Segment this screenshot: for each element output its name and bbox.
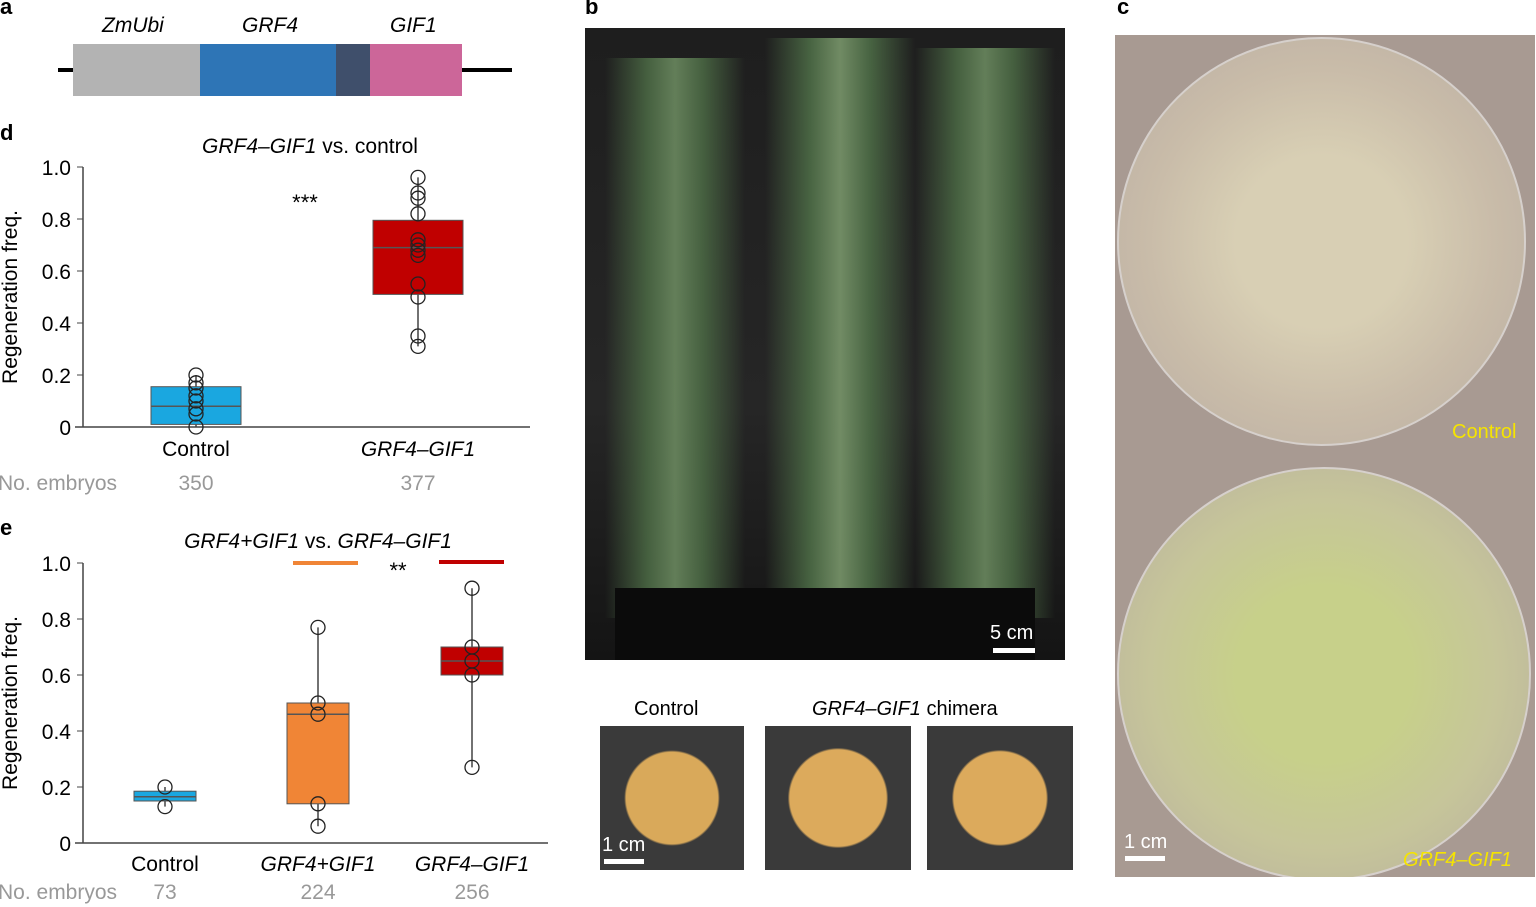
- data-point: [188, 419, 204, 435]
- data-point: [157, 779, 173, 795]
- scale-bar: [993, 648, 1035, 653]
- chart-title: GRF4–GIF1 vs. control: [202, 135, 418, 158]
- seed-scale-label: 1 cm: [602, 834, 646, 856]
- chimera-gene: GRF4–GIF1: [812, 698, 921, 720]
- y-axis-label: Regeneration freq.: [0, 210, 22, 384]
- y-tick-label: 0.6: [42, 261, 71, 284]
- grf4-gif1-plate-label: GRF4–GIF1: [1403, 849, 1512, 871]
- data-point: [188, 380, 204, 396]
- callus-plates-photo: Control GRF4–GIF1 1 cm: [1115, 35, 1535, 877]
- data-point: [188, 367, 204, 383]
- y-tick-label: 0.8: [42, 609, 71, 632]
- y-tick-label: 0.2: [42, 365, 71, 388]
- data-point: [410, 206, 426, 222]
- box-plots: GRF4–GIF1 vs. control 0 0.2 0.4 0.6 0.8 1.0 Reg…: [0, 135, 548, 904]
- significance-label: **: [389, 558, 407, 583]
- data-point: [410, 232, 426, 248]
- category-label: Control: [162, 438, 230, 461]
- panel-label-d: d: [0, 120, 14, 145]
- control-plate-label: Control: [1452, 421, 1517, 443]
- embryo-count: 350: [178, 472, 213, 495]
- embryo-count: 256: [454, 881, 489, 904]
- panel-label-a: a: [0, 0, 13, 19]
- data-point: [310, 619, 326, 636]
- y-tick-label: 0: [59, 833, 71, 856]
- y-tick-label: 1.0: [42, 553, 71, 576]
- embryo-count: 73: [153, 881, 176, 904]
- y-tick-label: 0.4: [42, 313, 72, 336]
- y-tick-label: 0.2: [42, 777, 71, 800]
- chimera-suffix: chimera: [920, 698, 998, 720]
- data-point: [188, 393, 204, 409]
- significance-label: ***: [292, 190, 318, 215]
- data-point: [310, 706, 326, 722]
- data-point: [464, 759, 480, 776]
- y-tick-label: 0.8: [42, 209, 71, 232]
- grf4-segment: [200, 44, 336, 96]
- panel-label-b: b: [585, 0, 599, 19]
- scale-bar-label: 5 cm: [990, 622, 1034, 644]
- seeds-control-photo: 1 cm: [600, 726, 744, 870]
- data-point: [410, 237, 426, 253]
- data-point: [188, 406, 204, 422]
- data-point: [410, 289, 426, 305]
- embryo-count: 224: [300, 881, 335, 904]
- data-point: [310, 695, 326, 711]
- grf4-gif1-plate: [1117, 467, 1531, 877]
- data-point: [410, 328, 426, 344]
- category-label: GRF4–GIF1: [361, 438, 475, 461]
- category-label: GRF4–GIF1: [415, 853, 529, 876]
- embryo-count: 377: [400, 472, 435, 495]
- category-label: GRF4+GIF1: [261, 853, 376, 876]
- embryo-count-label: No. embryos: [0, 472, 117, 495]
- panel-label-e: e: [0, 515, 13, 540]
- y-tick-label: 0.6: [42, 665, 71, 688]
- data-point: [464, 580, 480, 596]
- data-point: [188, 388, 204, 404]
- seeds-chimera-photo-2: [927, 726, 1073, 870]
- data-point: [410, 242, 426, 258]
- seeds-control-label: Control: [634, 698, 699, 720]
- seeds-chimera-label: GRF4–GIF1 chimera: [812, 698, 998, 721]
- data-point: [310, 796, 326, 812]
- data-point: [410, 169, 426, 186]
- seeds-chimera-photo-1: [765, 726, 911, 870]
- seed-scale-bar: [604, 859, 644, 864]
- y-tick-label: 0: [59, 417, 71, 440]
- data-point: [410, 276, 426, 292]
- y-tick-label: 0.4: [42, 721, 72, 744]
- zmubi-label: ZmUbi: [102, 14, 164, 37]
- y-tick-label: 1.0: [42, 157, 71, 180]
- data-point: [157, 798, 173, 815]
- data-point: [310, 818, 326, 834]
- data-point: [188, 375, 204, 391]
- linker-segment: [336, 44, 370, 96]
- data-point: [410, 185, 426, 201]
- data-point: [410, 247, 426, 264]
- control-plate: [1117, 37, 1526, 446]
- data-point: [410, 190, 426, 206]
- data-point: [464, 639, 480, 655]
- data-point: [188, 401, 204, 417]
- box: [286, 702, 350, 805]
- chart-title: GRF4+GIF1 vs. GRF4–GIF1: [184, 530, 452, 553]
- gif1-segment: [370, 44, 462, 96]
- gif1-label: GIF1: [390, 14, 437, 37]
- gene-construct: ZmUbi GRF4 GIF1: [0, 0, 540, 100]
- y-axis-label: Regeneration freq.: [0, 616, 22, 790]
- data-point: [410, 338, 426, 355]
- plate-scale-label: 1 cm: [1124, 831, 1168, 853]
- panel-label-c: c: [1117, 0, 1130, 19]
- embryo-count-label: No. embryos: [0, 881, 117, 904]
- wheat-plants-photo: 5 cm: [585, 28, 1065, 660]
- zmubi-segment: [73, 44, 200, 96]
- plate-scale-bar: [1125, 856, 1165, 861]
- category-label: Control: [131, 853, 199, 876]
- grf4-label: GRF4: [242, 14, 299, 37]
